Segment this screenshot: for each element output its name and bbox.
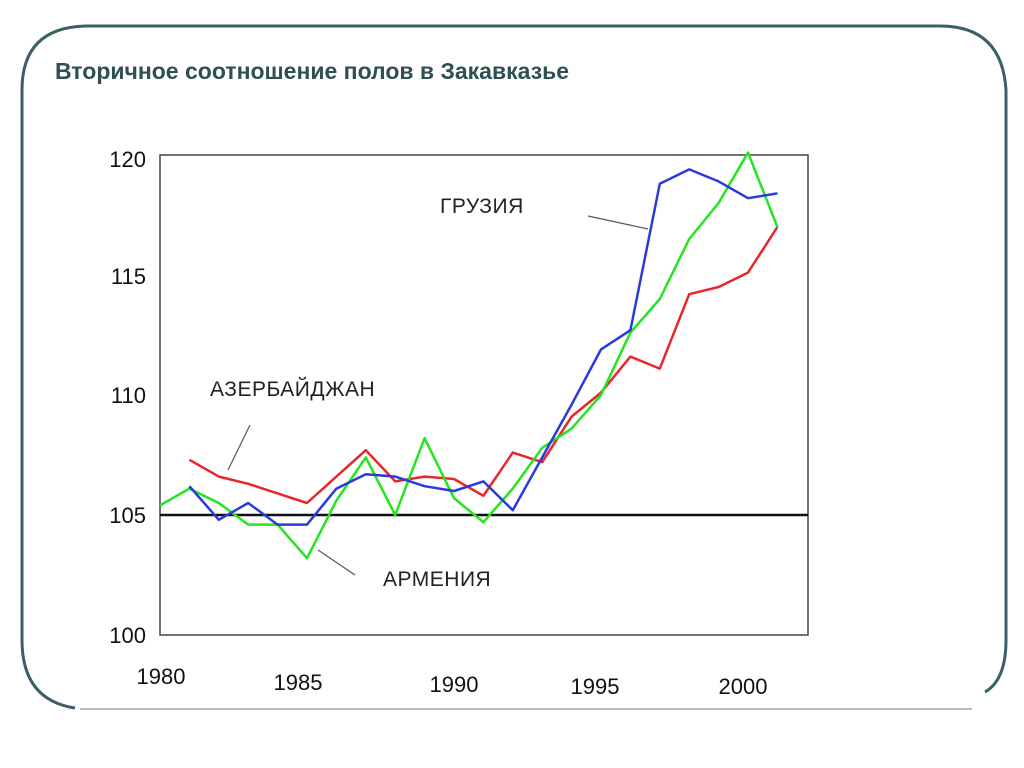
slide-title: Вторичное соотношение полов в Закавказье xyxy=(55,58,570,84)
y-tick-label: 105 xyxy=(109,503,146,528)
y-tick-label: 100 xyxy=(109,623,146,648)
series-leader-armenia xyxy=(317,549,356,576)
series-leader-azerbaijan xyxy=(227,424,251,471)
series-line-georgia xyxy=(188,168,778,526)
series-label-georgia: ГРУЗИЯ xyxy=(440,195,524,218)
y-tick-label: 115 xyxy=(111,264,146,289)
x-tick-label: 1995 xyxy=(571,674,620,699)
frame-border xyxy=(20,24,1008,710)
x-tick-label: 1980 xyxy=(137,664,186,689)
y-tick-label: 110 xyxy=(111,383,146,408)
x-tick-label: 1990 xyxy=(430,672,479,697)
x-tick-label: 1985 xyxy=(274,670,323,695)
series-leader-georgia xyxy=(587,215,649,230)
series-line-armenia xyxy=(159,151,779,560)
series-line-azerbaijan xyxy=(188,226,779,505)
plot-area xyxy=(159,154,809,636)
y-tick-label: 120 xyxy=(109,147,146,172)
series-label-armenia: АРМЕНИЯ xyxy=(383,568,491,591)
x-tick-label: 2000 xyxy=(719,674,768,699)
series-label-azerbaijan: АЗЕРБАЙДЖАН xyxy=(210,377,375,401)
